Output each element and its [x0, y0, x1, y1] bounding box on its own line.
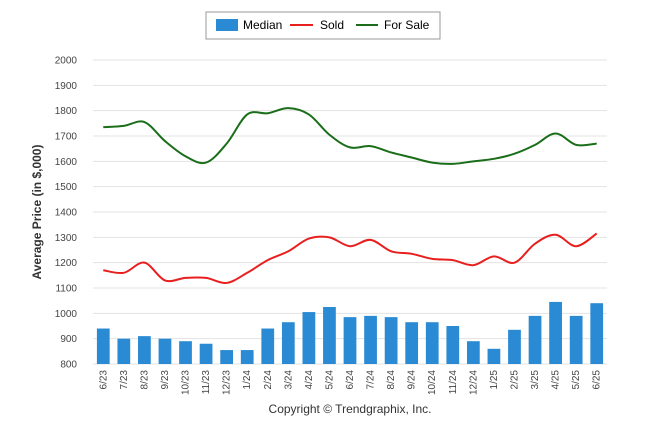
median-bar	[508, 329, 521, 364]
x-tick-label: 8/23	[139, 370, 150, 390]
median-bar	[96, 328, 110, 364]
x-tick-label: 5/24	[324, 370, 335, 390]
median-bar	[281, 322, 295, 364]
y-axis-label: Average Price (in $,000)	[30, 145, 44, 280]
y-tick-label: 1200	[55, 258, 78, 269]
median-bar	[117, 338, 131, 364]
x-tick-label: 12/24	[468, 370, 479, 395]
y-tick-label: 1900	[55, 81, 78, 92]
y-tick-label: 1000	[55, 309, 78, 320]
x-tick-labels: 6/23 7/23 8/23 9/23 10/23 11/23 12/23 1/24 2/24 3…	[98, 370, 602, 395]
median-bar	[425, 322, 439, 364]
median-bar	[323, 307, 336, 364]
x-tick-label: 1/24	[242, 370, 253, 390]
x-tick-label: 6/23	[98, 370, 109, 390]
y-tick-label: 800	[60, 360, 77, 371]
x-tick-label: 10/23	[181, 370, 192, 395]
y-tick-label: 1300	[55, 233, 78, 244]
x-tick-label: 11/23	[201, 370, 212, 395]
y-tick-labels: 800 900 1000 1100 1200 1300 1400 1500 1600 1700 18…	[55, 56, 78, 371]
x-tick-label: 1/25	[489, 370, 500, 390]
median-bar	[405, 322, 419, 364]
median-bar	[138, 336, 151, 364]
median-bars	[96, 301, 604, 364]
x-tick-label: 7/23	[119, 370, 130, 390]
legend-swatch-median	[216, 19, 238, 31]
x-tick-label: 6/24	[345, 370, 356, 390]
x-tick-label: 7/24	[366, 370, 377, 390]
median-bar	[343, 317, 357, 364]
y-tick-label: 1500	[55, 182, 78, 193]
for-sale-line	[103, 107, 597, 165]
median-bar	[302, 312, 316, 364]
y-tick-label: 1100	[55, 284, 77, 295]
median-bar	[487, 348, 501, 364]
y-tick-label: 900	[60, 334, 77, 345]
y-tick-label: 1700	[55, 132, 78, 143]
median-bar	[199, 343, 213, 364]
median-bar	[466, 341, 480, 364]
x-tick-label: 2/25	[509, 370, 520, 390]
median-bar	[528, 315, 542, 364]
price-lines	[103, 107, 598, 284]
sold-line	[103, 232, 598, 284]
median-bar	[384, 317, 398, 364]
y-tick-label: 1800	[55, 106, 78, 117]
x-tick-label: 6/25	[592, 370, 603, 390]
y-tick-label: 1600	[55, 157, 78, 168]
legend-label-for-sale: For Sale	[384, 18, 430, 32]
legend-label-median: Median	[243, 18, 282, 32]
x-tick-label: 8/24	[386, 370, 397, 390]
legend-label-sold: Sold	[320, 18, 344, 32]
x-tick-label: 9/23	[160, 370, 171, 390]
median-bar	[179, 341, 192, 364]
median-bar	[590, 303, 604, 364]
x-tick-label: 3/24	[283, 370, 294, 390]
median-bar	[261, 328, 275, 364]
x-tick-label: 12/23	[222, 370, 233, 395]
median-bar	[549, 301, 562, 364]
legend: Median Sold For Sale	[205, 11, 441, 40]
median-bar	[364, 315, 377, 364]
x-tick-label: 5/25	[571, 370, 582, 390]
median-bar	[220, 350, 234, 364]
y-tick-label: 1400	[55, 208, 78, 219]
x-tick-label: 2/24	[263, 370, 274, 390]
y-tick-label: 2000	[55, 56, 78, 67]
x-tick-label: 4/24	[304, 370, 315, 390]
median-bar	[240, 350, 254, 364]
median-bar	[446, 326, 460, 364]
gridlines	[93, 59, 607, 365]
copyright: Copyright © Trendgraphix, Inc.	[269, 402, 432, 416]
x-tick-label: 4/25	[551, 370, 562, 390]
x-tick-label: 11/24	[448, 370, 459, 395]
x-tick-label: 9/24	[407, 370, 418, 390]
legend-box	[205, 11, 441, 40]
median-bar	[569, 315, 583, 364]
x-tick-label: 10/24	[427, 370, 438, 395]
x-tick-label: 3/25	[530, 370, 541, 390]
median-bar	[158, 338, 172, 364]
